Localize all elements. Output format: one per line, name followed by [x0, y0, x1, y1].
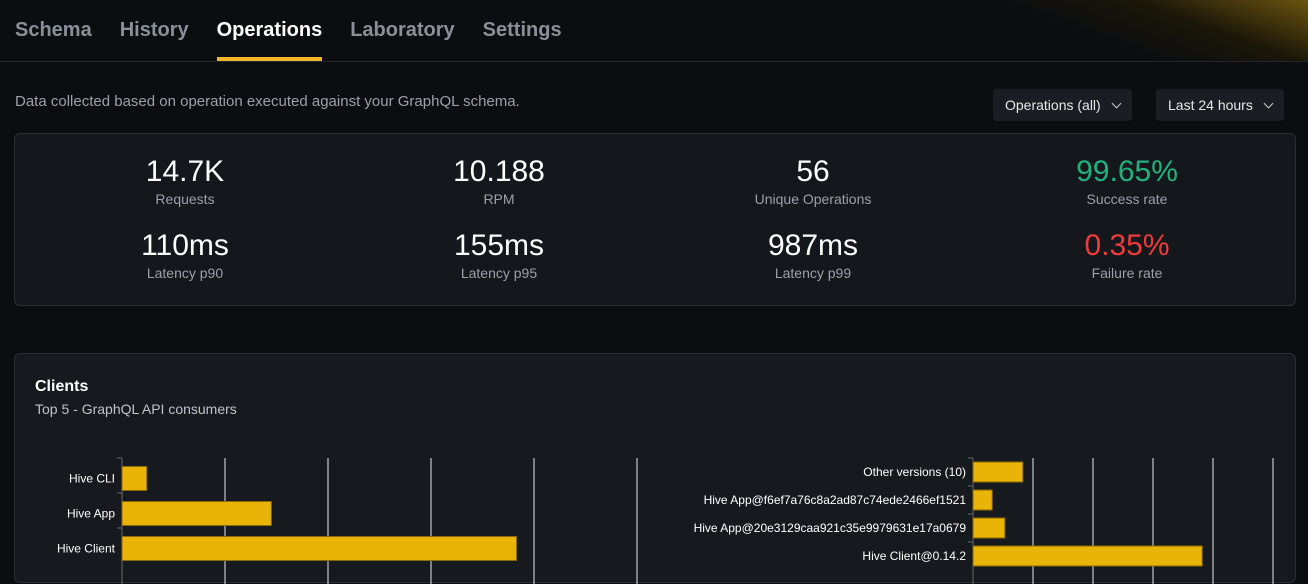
stat-success-rate: 99.65% Success rate: [970, 155, 1284, 207]
clients-charts: Hive CLI Hive App Hive Client Other version…: [57, 457, 1274, 584]
period-label: Last 24 hours: [1168, 97, 1253, 113]
top-nav: Schema History Operations Laboratory Set…: [0, 0, 1308, 62]
tab-settings[interactable]: Settings: [482, 19, 562, 41]
bar[interactable]: [121, 501, 272, 526]
stat-value: 110ms: [141, 229, 229, 262]
stat-label: Latency p99: [774, 265, 852, 281]
tab-schema[interactable]: Schema: [15, 19, 92, 41]
y-tick-label: Hive Client@0.14.2: [862, 549, 966, 563]
clients-chart-2: Other versions (10) Hive App@f6ef7a76c8a2…: [694, 457, 1274, 584]
stat-latency-p99: 987ms Latency p99: [656, 229, 970, 281]
tab-bar: Schema History Operations Laboratory Set…: [15, 0, 562, 61]
y-tick-label: Hive App@f6ef7a76c8a2ad87c74ede2466ef152…: [704, 493, 967, 507]
stat-value: 99.65%: [1076, 155, 1178, 188]
y-tick-label: Hive App: [67, 507, 115, 521]
bar[interactable]: [972, 517, 1006, 539]
bar[interactable]: [972, 461, 1024, 483]
clients-subtitle: Top 5 - GraphQL API consumers: [35, 401, 237, 417]
stat-label: Latency p95: [460, 265, 538, 281]
clients-card: Clients Top 5 - GraphQL API consumers Hi…: [14, 353, 1296, 584]
y-tick-label: Other versions (10): [863, 465, 966, 479]
y-tick-label: Hive Client: [57, 542, 116, 556]
page-description: Data collected based on operation execut…: [15, 93, 520, 110]
operations-filter-dropdown[interactable]: Operations (all): [993, 89, 1132, 121]
stat-label: Unique Operations: [754, 191, 872, 207]
stat-label: Failure rate: [1091, 265, 1163, 281]
clients-chart-1: Hive CLI Hive App Hive Client: [57, 457, 638, 584]
chevron-down-icon: [1263, 98, 1274, 108]
tab-laboratory[interactable]: Laboratory: [350, 19, 455, 41]
stat-value: 987ms: [767, 229, 859, 262]
bar[interactable]: [972, 489, 993, 511]
y-tick-label: Hive App@20e3129caa921c35e9979631e17a067…: [694, 521, 967, 535]
stat-rpm: 10.188 RPM: [342, 155, 656, 207]
stat-label: RPM: [483, 191, 515, 207]
stat-value: 14.7K: [145, 155, 225, 188]
stat-failure-rate: 0.35% Failure rate: [970, 229, 1284, 281]
stat-latency-p95: 155ms Latency p95: [342, 229, 656, 281]
bar[interactable]: [972, 545, 1203, 567]
bar[interactable]: [121, 536, 517, 561]
stat-value: 155ms: [453, 229, 545, 262]
stats-panel: 14.7K Requests 10.188 RPM 56 Unique Operati…: [14, 133, 1296, 306]
stat-label: Requests: [155, 191, 215, 207]
operations-filter-label: Operations (all): [1005, 97, 1101, 113]
stat-label: Success rate: [1086, 191, 1168, 207]
stat-value: 0.35%: [1084, 229, 1170, 262]
stat-value: 56: [796, 155, 830, 188]
stat-unique-operations: 56 Unique Operations: [656, 155, 970, 207]
stat-value: 10.188: [453, 155, 545, 188]
stat-requests: 14.7K Requests: [28, 155, 342, 207]
bar[interactable]: [121, 466, 148, 491]
tab-operations[interactable]: Operations: [216, 0, 323, 61]
tab-history[interactable]: History: [119, 19, 189, 41]
period-dropdown[interactable]: Last 24 hours: [1156, 89, 1284, 121]
chevron-down-icon: [1111, 98, 1122, 108]
stat-latency-p90: 110ms Latency p90: [28, 229, 342, 281]
clients-title: Clients: [35, 378, 89, 395]
y-tick-label: Hive CLI: [69, 472, 115, 486]
stat-label: Latency p90: [146, 265, 224, 281]
